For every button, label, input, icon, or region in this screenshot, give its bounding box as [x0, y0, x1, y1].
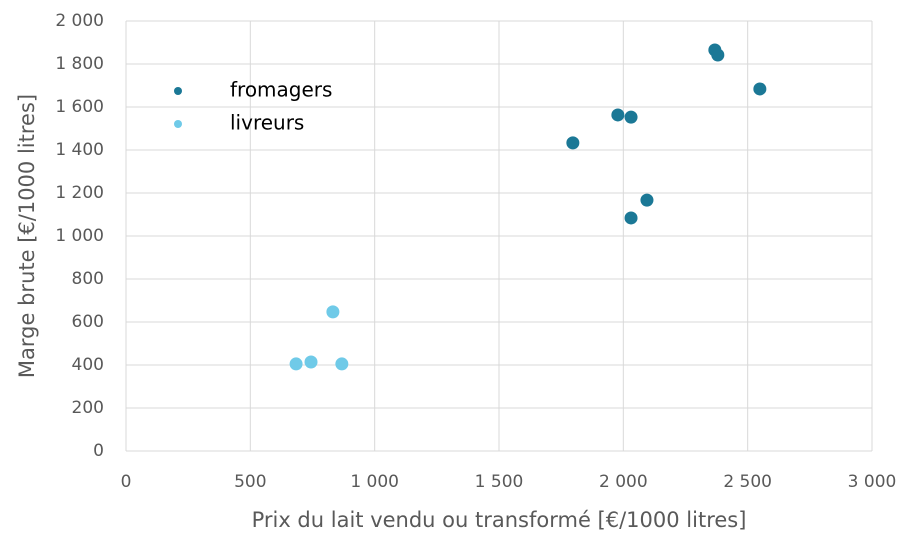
point	[304, 355, 318, 369]
y-tick-label: 0	[93, 441, 104, 461]
point	[289, 357, 303, 371]
point	[624, 110, 638, 124]
y-tick-label: 400	[72, 355, 104, 375]
x-axis-title: Prix du lait vendu ou transformé [€/1000…	[252, 508, 747, 532]
y-tick-label: 1 000	[55, 226, 104, 246]
point	[624, 211, 638, 225]
y-tick-label: 600	[72, 312, 104, 332]
x-tick-label: 500	[234, 472, 266, 492]
x-tick-label: 3 000	[848, 472, 897, 492]
legend-label: livreurs	[230, 111, 304, 135]
point	[566, 136, 580, 150]
x-tick-label: 2 500	[723, 472, 772, 492]
y-tick-label: 1 400	[55, 140, 104, 160]
y-tick-label: 1 800	[55, 54, 104, 74]
y-axis-title: Marge brute [€/1000 litres]	[15, 94, 39, 378]
y-tick-label: 2 000	[55, 11, 104, 31]
y-tick-label: 1 200	[55, 183, 104, 203]
legend-marker	[174, 120, 182, 128]
point	[335, 357, 349, 371]
point	[326, 305, 340, 319]
x-tick-label: 1 500	[475, 472, 524, 492]
point	[640, 193, 654, 207]
x-tick-label: 0	[121, 472, 132, 492]
legend-label: fromagers	[230, 78, 332, 102]
legend-marker	[174, 87, 182, 95]
y-tick-label: 800	[72, 269, 104, 289]
point	[753, 82, 767, 96]
y-tick-label: 1 600	[55, 97, 104, 117]
y-tick-label: 200	[72, 398, 104, 418]
x-tick-label: 1 000	[350, 472, 399, 492]
x-tick-label: 2 000	[599, 472, 648, 492]
point	[611, 108, 625, 122]
point	[711, 48, 725, 62]
